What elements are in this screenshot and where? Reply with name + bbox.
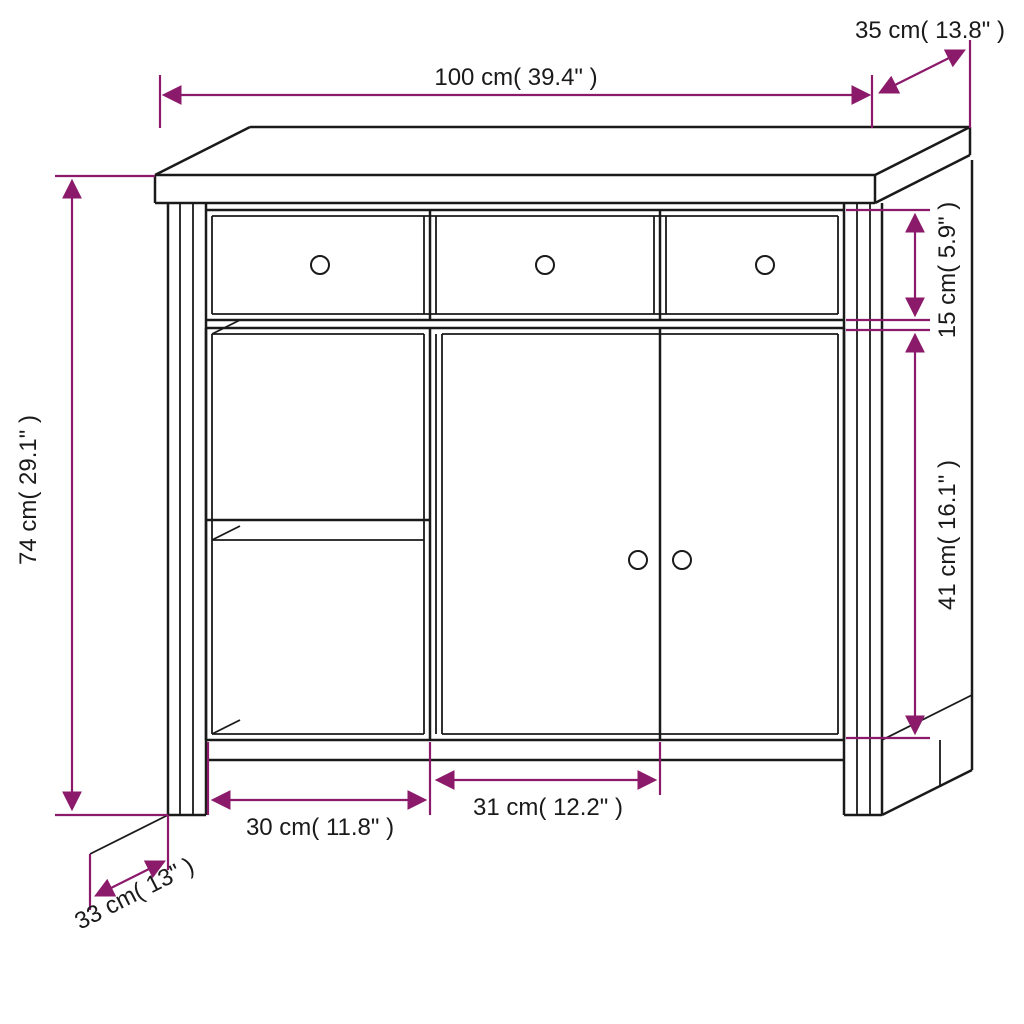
dim-door-height-label: 41 cm( 16.1" ) xyxy=(934,460,961,610)
dim-door-width: 31 cm( 12.2" ) xyxy=(438,742,660,821)
dim-shelf-width: 30 cm( 11.8" ) xyxy=(208,742,430,841)
dim-width: 100 cm( 39.4" ) xyxy=(160,64,872,128)
dim-drawer-height-label: 15 cm( 5.9" ) xyxy=(934,202,961,339)
dim-door-height: 41 cm( 16.1" ) xyxy=(846,330,961,738)
dim-door-width-label: 31 cm( 12.2" ) xyxy=(473,794,623,821)
dim-height: 74 cm( 29.1" ) xyxy=(15,176,168,815)
dim-drawer-height: 15 cm( 5.9" ) xyxy=(846,202,961,339)
dim-shelf-width-label: 30 cm( 11.8" ) xyxy=(246,814,394,841)
cabinet-drawing xyxy=(90,127,972,854)
dim-depth-top-label: 35 cm( 13.8" ) xyxy=(855,17,1005,44)
dim-depth-bottom: 33 cm( 13" ) xyxy=(70,815,198,935)
dim-height-label: 74 cm( 29.1" ) xyxy=(15,415,42,565)
dim-depth-top: 35 cm( 13.8" ) xyxy=(855,17,1005,128)
furniture-dimension-diagram: 100 cm( 39.4" ) 35 cm( 13.8" ) 74 cm( 29… xyxy=(0,0,1024,1024)
dim-width-label: 100 cm( 39.4" ) xyxy=(434,64,597,91)
